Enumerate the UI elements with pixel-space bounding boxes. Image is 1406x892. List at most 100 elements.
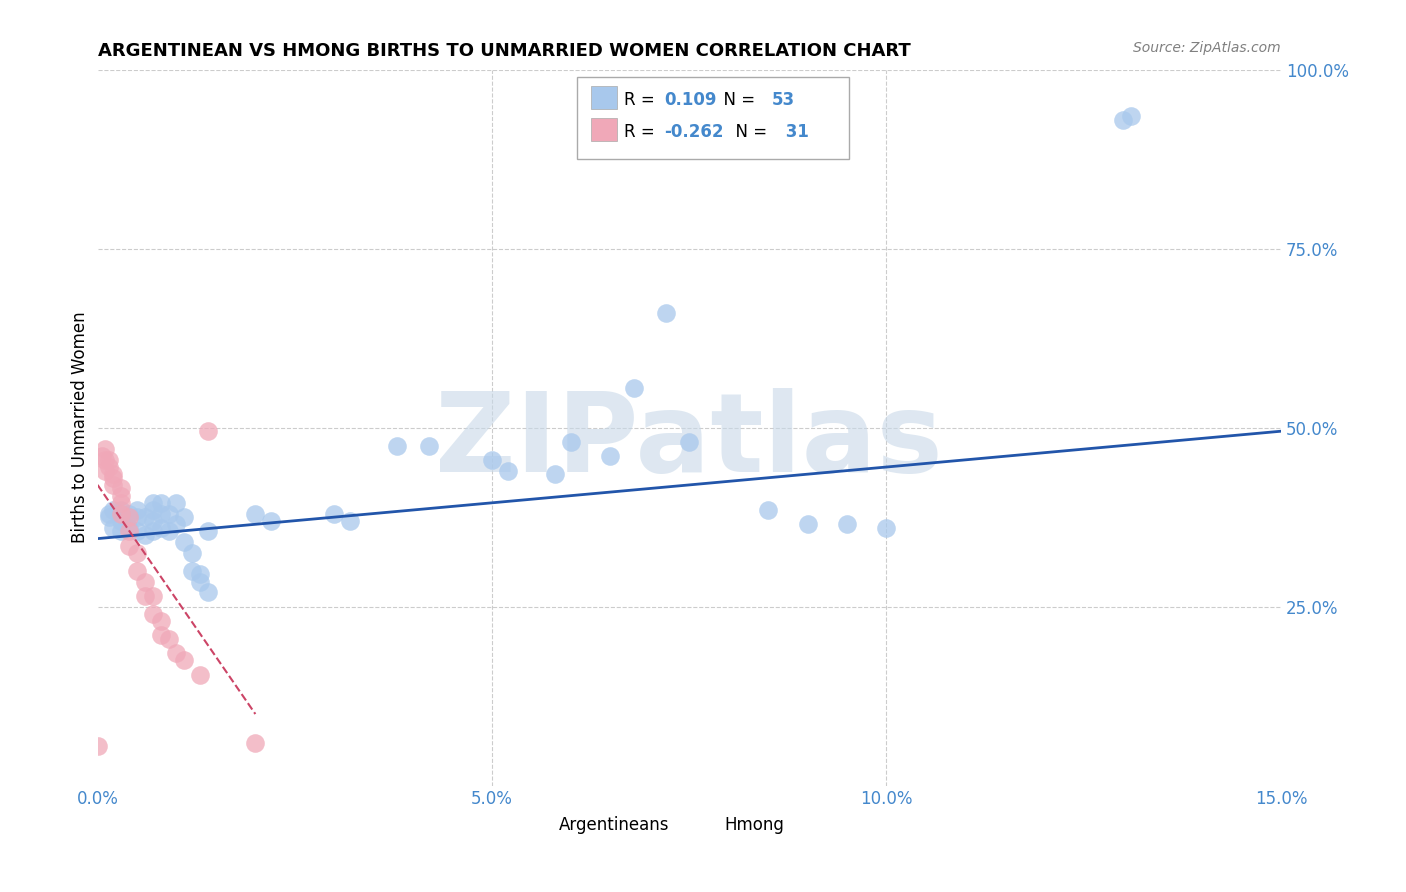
Point: [98, 460, 121, 475]
Point: [835, 517, 858, 532]
Point: [142, 496, 165, 510]
Text: N =: N =: [724, 123, 772, 141]
Text: 0.109: 0.109: [665, 92, 717, 110]
Point: [94, 442, 117, 456]
Point: [544, 467, 567, 482]
Point: [110, 496, 132, 510]
Point: [142, 503, 165, 517]
Text: Source: ZipAtlas.com: Source: ZipAtlas.com: [1133, 41, 1281, 55]
Point: [173, 510, 195, 524]
Text: Argentineans: Argentineans: [560, 816, 669, 834]
Text: R =: R =: [624, 92, 661, 110]
Point: [103, 471, 125, 485]
Point: [756, 503, 779, 517]
Point: [418, 438, 440, 452]
Point: [118, 507, 141, 521]
Point: [166, 646, 188, 660]
Point: [142, 607, 165, 621]
Point: [134, 589, 156, 603]
Point: [90, 450, 112, 464]
Point: [188, 667, 211, 681]
Point: [125, 546, 148, 560]
Point: [110, 514, 132, 528]
Point: [142, 514, 165, 528]
Point: [496, 464, 519, 478]
Text: Hmong: Hmong: [724, 816, 785, 834]
Point: [188, 574, 211, 589]
Point: [157, 507, 180, 521]
Point: [118, 521, 141, 535]
Point: [110, 489, 132, 503]
Point: [181, 546, 204, 560]
Point: [134, 528, 156, 542]
Point: [103, 503, 125, 517]
Point: [125, 564, 148, 578]
Text: N =: N =: [713, 92, 761, 110]
FancyBboxPatch shape: [591, 87, 617, 109]
Point: [166, 517, 188, 532]
Point: [173, 535, 195, 549]
Point: [118, 510, 141, 524]
Point: [654, 306, 676, 320]
Point: [599, 450, 621, 464]
Text: ARGENTINEAN VS HMONG BIRTHS TO UNMARRIED WOMEN CORRELATION CHART: ARGENTINEAN VS HMONG BIRTHS TO UNMARRIED…: [97, 42, 910, 60]
Point: [1119, 109, 1142, 123]
Point: [118, 539, 141, 553]
Point: [560, 434, 582, 449]
Point: [134, 510, 156, 524]
Point: [103, 478, 125, 492]
Point: [188, 567, 211, 582]
Point: [142, 589, 165, 603]
Point: [110, 507, 132, 521]
Point: [796, 517, 818, 532]
Point: [181, 564, 204, 578]
Point: [339, 514, 361, 528]
Point: [110, 503, 132, 517]
FancyBboxPatch shape: [591, 118, 617, 141]
Point: [157, 632, 180, 646]
Point: [98, 453, 121, 467]
Point: [98, 510, 121, 524]
Point: [118, 524, 141, 539]
Point: [149, 521, 172, 535]
Text: 53: 53: [772, 92, 796, 110]
Point: [323, 507, 346, 521]
Point: [125, 524, 148, 539]
Point: [387, 438, 409, 452]
Point: [197, 524, 219, 539]
Point: [197, 424, 219, 438]
Point: [110, 524, 132, 539]
Y-axis label: Births to Unmarried Women: Births to Unmarried Women: [72, 312, 89, 543]
Text: 31: 31: [780, 123, 810, 141]
Point: [103, 467, 125, 482]
Point: [157, 524, 180, 539]
Point: [149, 614, 172, 628]
Point: [1112, 112, 1135, 127]
Point: [125, 503, 148, 517]
Point: [142, 524, 165, 539]
Point: [149, 628, 172, 642]
Point: [94, 453, 117, 467]
Point: [876, 521, 898, 535]
Text: -0.262: -0.262: [665, 123, 724, 141]
FancyBboxPatch shape: [523, 811, 550, 834]
Point: [110, 482, 132, 496]
Point: [134, 574, 156, 589]
Point: [245, 736, 267, 750]
Point: [678, 434, 700, 449]
Point: [173, 653, 195, 667]
Point: [98, 507, 121, 521]
Point: [149, 507, 172, 521]
Point: [125, 510, 148, 524]
Text: ZIPatlas: ZIPatlas: [436, 388, 943, 495]
Point: [86, 739, 108, 754]
Point: [149, 496, 172, 510]
Point: [623, 381, 645, 395]
Text: R =: R =: [624, 123, 661, 141]
FancyBboxPatch shape: [689, 811, 716, 834]
Point: [197, 585, 219, 599]
Point: [94, 464, 117, 478]
Point: [103, 521, 125, 535]
Point: [481, 453, 503, 467]
FancyBboxPatch shape: [576, 77, 849, 159]
